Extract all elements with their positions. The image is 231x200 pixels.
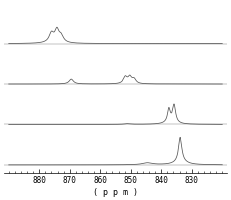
X-axis label: ( p p m ): ( p p m )	[93, 187, 138, 196]
